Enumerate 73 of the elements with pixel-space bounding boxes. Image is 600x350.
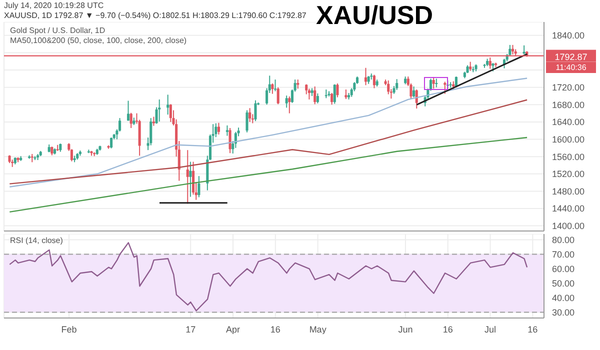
candlestick: [330, 92, 334, 106]
y-tick-label: 1840.00: [552, 30, 585, 41]
y-tick-label: 1560.00: [552, 152, 585, 162]
line-series: [9, 99, 528, 184]
candlestick: [285, 95, 288, 108]
text: July 14, 2020 10:19:28 UTC: [4, 1, 104, 10]
candlestick: [316, 92, 319, 104]
annotation: RSI (14, close): [10, 236, 63, 245]
candlestick: [152, 116, 155, 126]
candlestick: [246, 110, 248, 133]
candlestick: [217, 122, 220, 136]
candlestick: [276, 86, 280, 105]
x-tick-label: 16: [528, 324, 538, 334]
candlestick: [336, 82, 339, 98]
x-tick-label: Jul: [484, 324, 496, 334]
candlestick: [308, 88, 310, 100]
chart-title: XAU/USD: [316, 0, 434, 31]
candlestick: [226, 124, 228, 136]
line-series: [9, 78, 528, 188]
y-tick-label: 1640.00: [552, 117, 585, 128]
text: XAUUSD, 1D 1792.87 ▼ −9.70 (−0.54%) O:1802.51 H:1803.29 L:1790.60 C:1792.87: [4, 11, 306, 20]
y-tick-label: 50.00: [552, 278, 575, 288]
candlestick: [186, 150, 189, 204]
candlestick: [387, 80, 390, 95]
y-tick-label: 1720.00: [552, 82, 585, 93]
candlestick: [344, 89, 348, 100]
annotation: Gold Spot / U.S. Dollar, 1D: [10, 26, 106, 35]
y-tick-label: 30.00: [552, 307, 575, 318]
ref-line-label: 1792.87: [554, 52, 588, 62]
candlestick: [372, 74, 376, 89]
candlestick: [364, 67, 368, 86]
candlestick: [228, 128, 232, 154]
annotation: MA50,100&200 (50, close, 100, close, 200, close): [10, 36, 187, 45]
x-tick-label: May: [309, 324, 327, 334]
y-tick-label: 1600.00: [552, 134, 585, 144]
x-tick-label: 16: [442, 324, 453, 334]
y-tick-label: 1520.00: [552, 169, 585, 180]
candlestick: [333, 84, 336, 104]
candlestick: [150, 118, 152, 146]
y-tick-label: 1480.00: [552, 186, 585, 196]
candlestick: [288, 96, 291, 114]
line-series: [9, 136, 528, 213]
candlestick: [469, 61, 472, 72]
candlestick: [248, 108, 252, 122]
candlestick: [254, 100, 257, 122]
y-tick-label: 1440.00: [552, 204, 585, 214]
candlestick: [126, 100, 130, 122]
candlestick: [198, 176, 200, 198]
candlestick: [158, 98, 161, 122]
x-tick-label: 16: [270, 324, 280, 334]
x-tick-label: Jun: [398, 324, 413, 334]
candlestick: [130, 112, 132, 129]
x-tick-label: Apr: [226, 324, 240, 334]
candlestick: [274, 79, 277, 92]
candlestick: [396, 78, 398, 90]
candlestick: [271, 82, 274, 94]
y-tick-label: 70.00: [552, 249, 575, 260]
candlestick: [314, 86, 316, 105]
candlestick: [189, 161, 192, 198]
candlestick: [432, 76, 435, 90]
candlestick: [110, 137, 113, 149]
x-tick-label: 17: [186, 324, 196, 334]
candlestick: [412, 86, 416, 98]
candlestick: [435, 78, 438, 88]
y-tick-label: 1680.00: [552, 100, 585, 110]
y-tick-label: 80.00: [552, 234, 575, 245]
y-tick-label: 40.00: [552, 292, 575, 303]
candlestick: [166, 94, 170, 116]
candlestick: [169, 104, 172, 122]
y-tick-label: 1400.00: [552, 221, 585, 231]
x-tick-label: Feb: [61, 324, 77, 334]
text: 11:40:36: [546, 62, 596, 73]
y-tick-label: 60.00: [552, 264, 575, 274]
